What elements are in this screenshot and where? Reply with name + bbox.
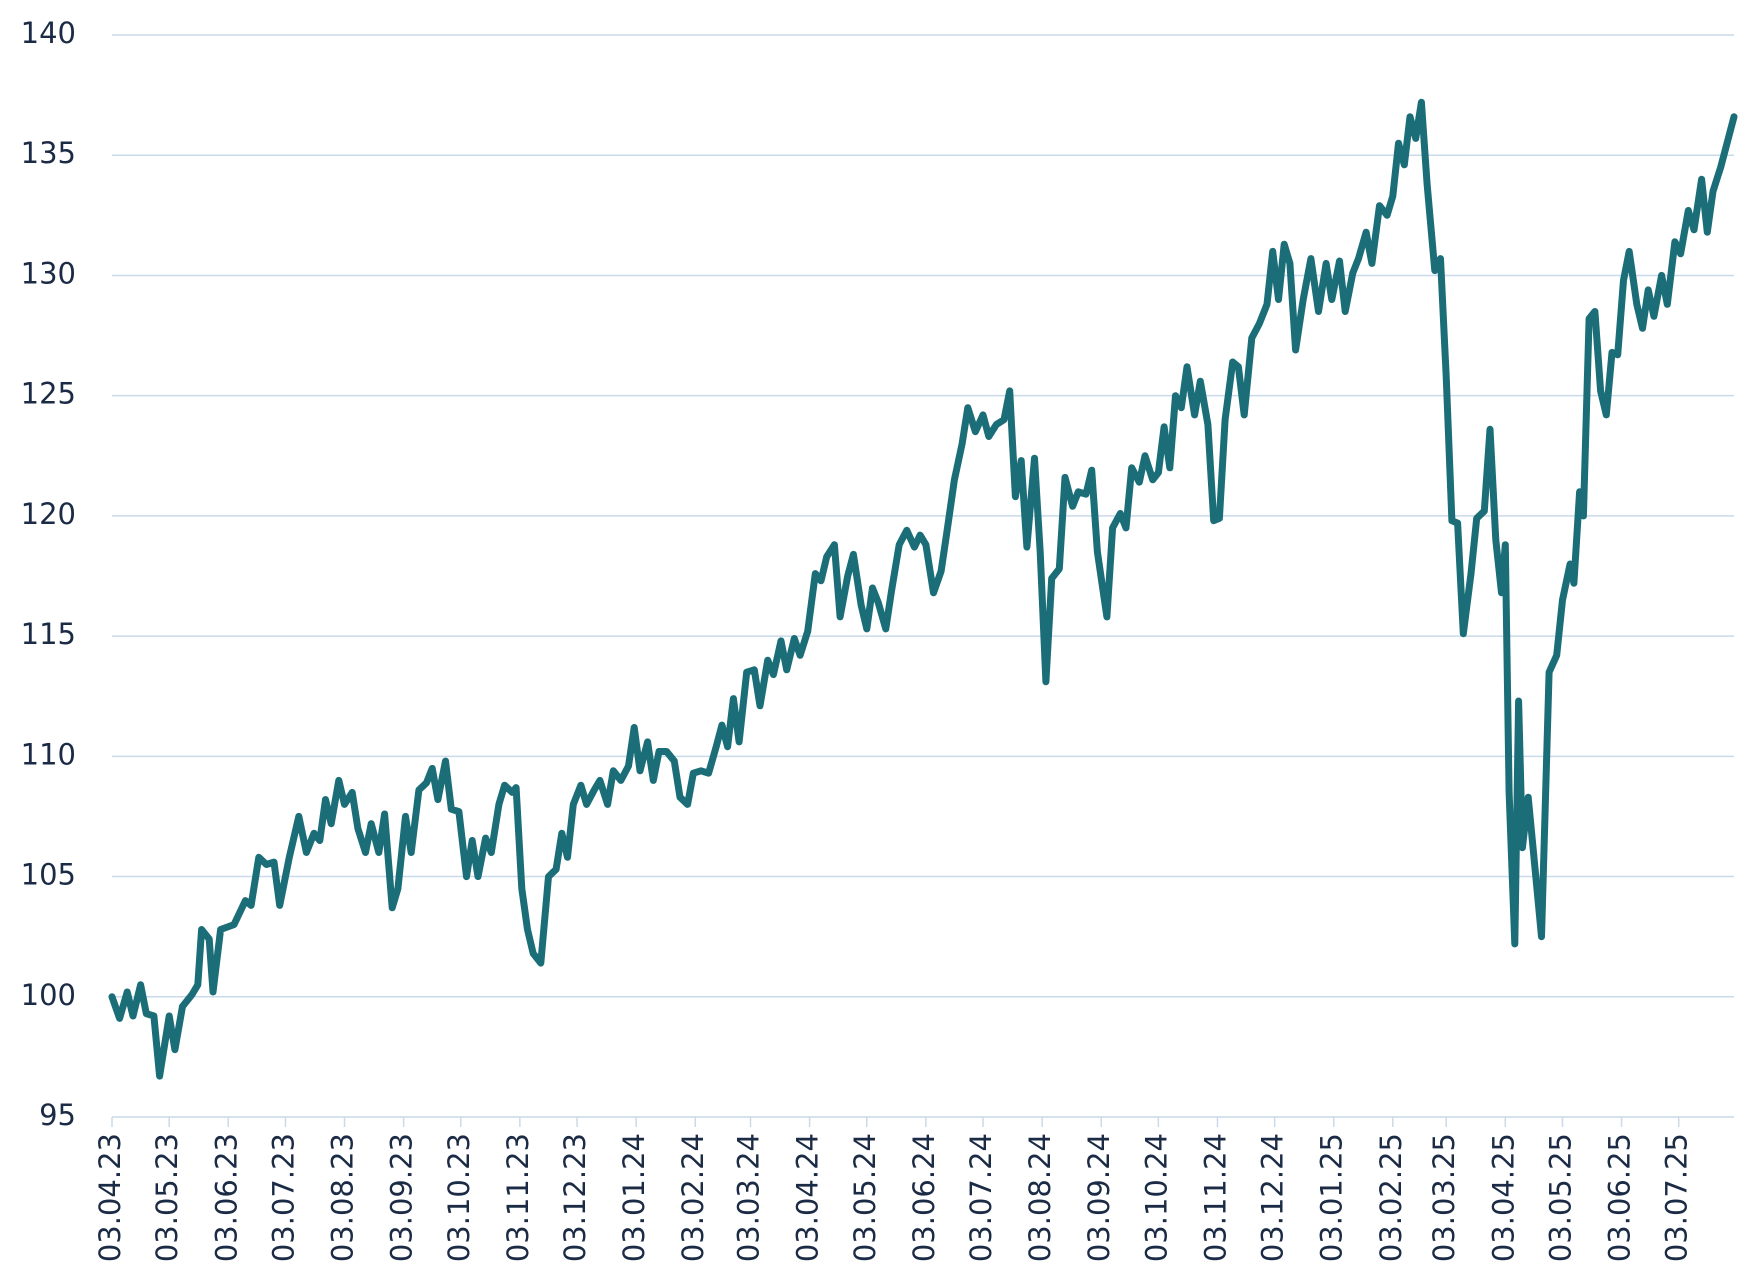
x-tick-label: 03.04.25 — [1486, 1133, 1520, 1262]
x-tick-label: 03.10.24 — [1139, 1133, 1173, 1262]
x-tick-label: 03.11.24 — [1198, 1133, 1232, 1262]
x-tick-label: 03.06.24 — [907, 1133, 941, 1262]
y-tick-label: 130 — [21, 256, 76, 290]
x-tick-label: 03.12.23 — [558, 1133, 592, 1262]
x-tick-label: 03.05.24 — [848, 1133, 882, 1262]
y-tick-label: 125 — [21, 377, 76, 411]
x-tick-label: 03.06.25 — [1603, 1133, 1637, 1262]
x-tick-label: 03.11.23 — [501, 1133, 535, 1262]
x-tick-label: 03.02.24 — [676, 1133, 710, 1262]
x-tick-label: 03.07.23 — [266, 1133, 300, 1262]
x-tick-label: 03.08.23 — [326, 1133, 360, 1262]
y-tick-label: 95 — [39, 1098, 76, 1132]
x-tick-label: 03.05.25 — [1543, 1133, 1577, 1262]
x-tick-label: 03.05.23 — [150, 1133, 184, 1262]
x-tick-label: 03.07.24 — [964, 1133, 998, 1262]
y-tick-label: 100 — [21, 978, 76, 1012]
y-tick-label: 135 — [21, 136, 76, 170]
x-tick-label: 03.09.24 — [1082, 1133, 1116, 1262]
y-tick-label: 105 — [21, 858, 76, 892]
x-tick-label: 03.07.25 — [1660, 1133, 1694, 1262]
y-tick-label: 120 — [21, 497, 76, 531]
y-tick-label: 115 — [21, 617, 76, 651]
x-tick-label: 03.04.23 — [93, 1133, 127, 1262]
x-tick-label: 03.03.25 — [1427, 1133, 1461, 1262]
x-tick-label: 03.01.25 — [1315, 1133, 1349, 1262]
x-tick-label: 03.04.24 — [791, 1133, 825, 1262]
x-tick-label: 03.06.23 — [209, 1133, 243, 1262]
y-tick-label: 110 — [21, 737, 76, 771]
x-tick-label: 03.03.24 — [732, 1133, 766, 1262]
x-tick-label: 03.09.23 — [385, 1133, 419, 1262]
x-tick-label: 03.01.24 — [617, 1133, 651, 1262]
y-tick-label: 140 — [21, 16, 76, 50]
x-tick-label: 03.08.24 — [1023, 1133, 1057, 1262]
x-tick-label: 03.02.25 — [1374, 1133, 1408, 1262]
x-tick-label: 03.12.24 — [1256, 1133, 1290, 1262]
line-series — [108, 98, 1738, 1080]
x-tick-label: 03.10.23 — [442, 1133, 476, 1262]
